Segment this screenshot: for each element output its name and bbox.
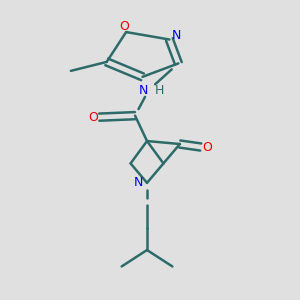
Text: O: O [120, 20, 130, 33]
Text: O: O [88, 111, 98, 124]
Text: N: N [171, 29, 181, 42]
Text: O: O [202, 140, 212, 154]
Text: N: N [134, 176, 143, 189]
Text: N: N [138, 84, 148, 97]
Text: H: H [155, 84, 164, 97]
